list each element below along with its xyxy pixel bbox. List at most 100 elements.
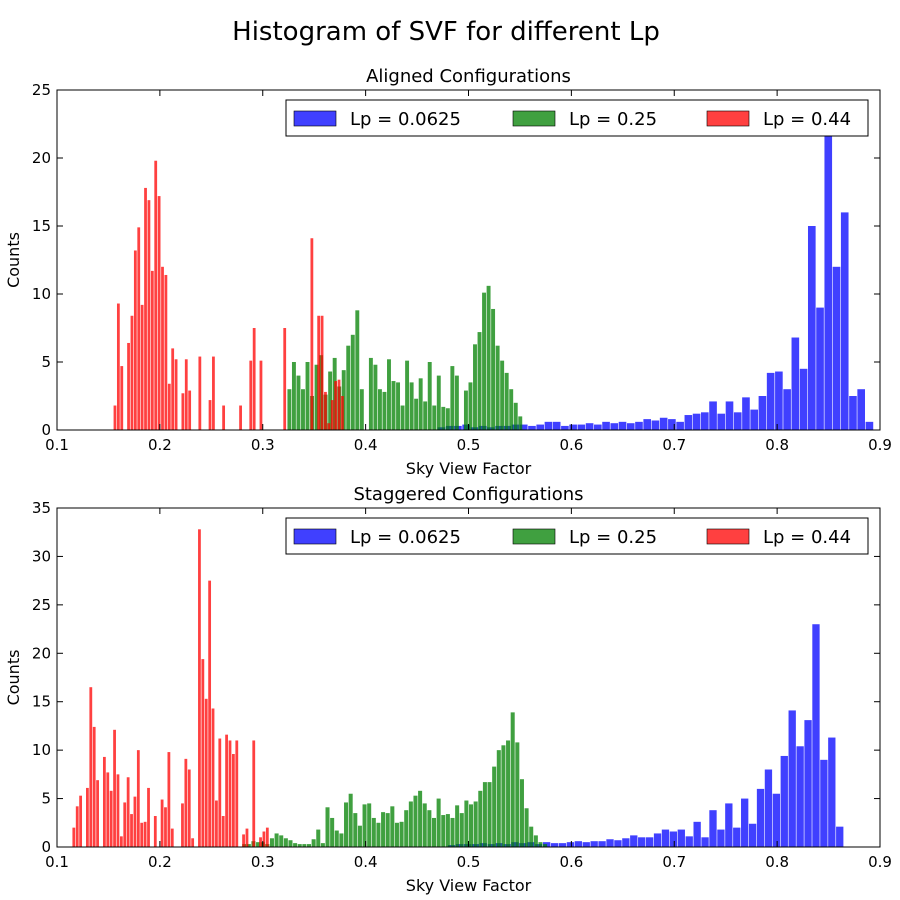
histogram-bar <box>445 408 450 430</box>
histogram-bar <box>246 844 251 847</box>
histogram-bar <box>341 396 344 430</box>
histogram-bar <box>92 726 96 847</box>
histogram-bar <box>371 817 376 847</box>
x-tick-label: 0.8 <box>765 853 789 871</box>
x-tick-label: 0.8 <box>765 436 789 454</box>
histogram-bar <box>231 754 235 847</box>
x-tick-label: 0.1 <box>45 853 69 871</box>
x-tick-label: 0.5 <box>457 853 481 871</box>
histogram-bar <box>748 823 757 847</box>
histogram-bar <box>283 328 287 430</box>
histogram-bar <box>459 813 464 847</box>
histogram-bar <box>325 807 330 847</box>
histogram-bar <box>574 841 582 847</box>
histogram-bar <box>455 805 460 847</box>
histogram-bar <box>820 759 828 847</box>
histogram-bar <box>348 793 353 847</box>
histogram-bar <box>550 843 559 847</box>
histogram-bar <box>399 821 404 847</box>
histogram-bar <box>385 813 390 847</box>
histogram-bar <box>208 580 212 847</box>
legend-swatch <box>512 528 556 545</box>
y-tick-label: 20 <box>32 644 51 662</box>
histogram-bar <box>418 378 423 430</box>
histogram-bar <box>350 334 355 430</box>
histogram-bar <box>116 303 120 430</box>
histogram-bar <box>314 364 319 430</box>
histogram-bar <box>127 342 130 430</box>
histogram-bar <box>170 828 174 847</box>
y-axis-label: Counts <box>4 650 23 706</box>
histogram-bar <box>436 375 441 430</box>
histogram-bar <box>181 803 184 847</box>
histogram-bar <box>367 803 372 847</box>
histogram-bar <box>256 842 261 847</box>
x-tick-label: 0.9 <box>868 853 892 871</box>
histogram-bar <box>144 187 147 430</box>
legend-box <box>285 517 869 555</box>
histogram-bar <box>157 196 161 430</box>
histogram-bar <box>849 396 857 430</box>
histogram-bar <box>249 360 253 430</box>
histogram-bar <box>215 800 218 847</box>
histogram-bar <box>436 798 441 847</box>
histogram-bar <box>645 837 654 847</box>
histogram-bar <box>239 405 242 430</box>
histogram-bar <box>291 362 296 430</box>
histogram-bar <box>598 841 606 847</box>
legend-box <box>285 99 869 137</box>
histogram-bar <box>102 756 106 847</box>
histogram-bar <box>355 310 360 430</box>
histogram-bar <box>783 389 791 430</box>
y-tick-label: 10 <box>32 285 51 303</box>
histogram-bar <box>330 400 334 430</box>
histogram-bar <box>477 332 482 430</box>
histogram-bar <box>133 796 137 847</box>
x-tick-label: 0.4 <box>354 436 378 454</box>
histogram-bar <box>126 777 130 847</box>
histogram-bar <box>807 226 816 430</box>
histogram-bar <box>828 737 836 847</box>
histogram-bar <box>221 816 225 847</box>
histogram-bar <box>524 808 529 847</box>
legend-swatch <box>706 528 750 545</box>
histogram-bar <box>408 801 413 847</box>
histogram-bar <box>758 396 767 430</box>
histogram-bar <box>198 356 202 430</box>
histogram-bar <box>676 421 684 430</box>
histogram-bar <box>288 840 293 847</box>
histogram-bar <box>137 227 141 430</box>
legend-swatch <box>293 110 337 127</box>
y-tick-label: 10 <box>32 741 51 759</box>
histogram-bar <box>742 397 750 430</box>
legend-swatch <box>706 110 750 127</box>
histogram-bar <box>140 822 144 847</box>
histogram-bar <box>287 389 292 430</box>
histogram-bar <box>865 421 874 430</box>
histogram-bar <box>394 822 399 847</box>
histogram-bar <box>622 838 630 847</box>
histogram-bar <box>334 830 339 847</box>
histogram-bar <box>161 266 164 430</box>
histogram-bar <box>423 401 428 430</box>
histogram-bar <box>473 801 478 847</box>
histogram-bar <box>96 780 99 847</box>
figure-title: Histogram of SVF for different Lp <box>232 17 660 47</box>
histogram-bar <box>566 842 575 847</box>
panel-title: Aligned Configurations <box>366 66 571 87</box>
histogram-bar <box>283 838 288 847</box>
series-lp-0-0625 <box>447 624 844 847</box>
legend-swatch <box>293 528 337 545</box>
panel-title: Staggered Configurations <box>353 484 583 505</box>
histogram-bar <box>544 421 553 430</box>
histogram-bar <box>390 806 395 847</box>
histogram-bar <box>316 829 321 847</box>
histogram-bar <box>301 389 305 430</box>
histogram-bar <box>791 337 800 430</box>
histogram-bar <box>775 371 783 430</box>
histogram-bar <box>381 812 386 847</box>
histogram-bar <box>618 421 627 430</box>
histogram-bar <box>431 817 437 847</box>
histogram-bar <box>816 307 824 430</box>
histogram-bar <box>692 413 701 430</box>
